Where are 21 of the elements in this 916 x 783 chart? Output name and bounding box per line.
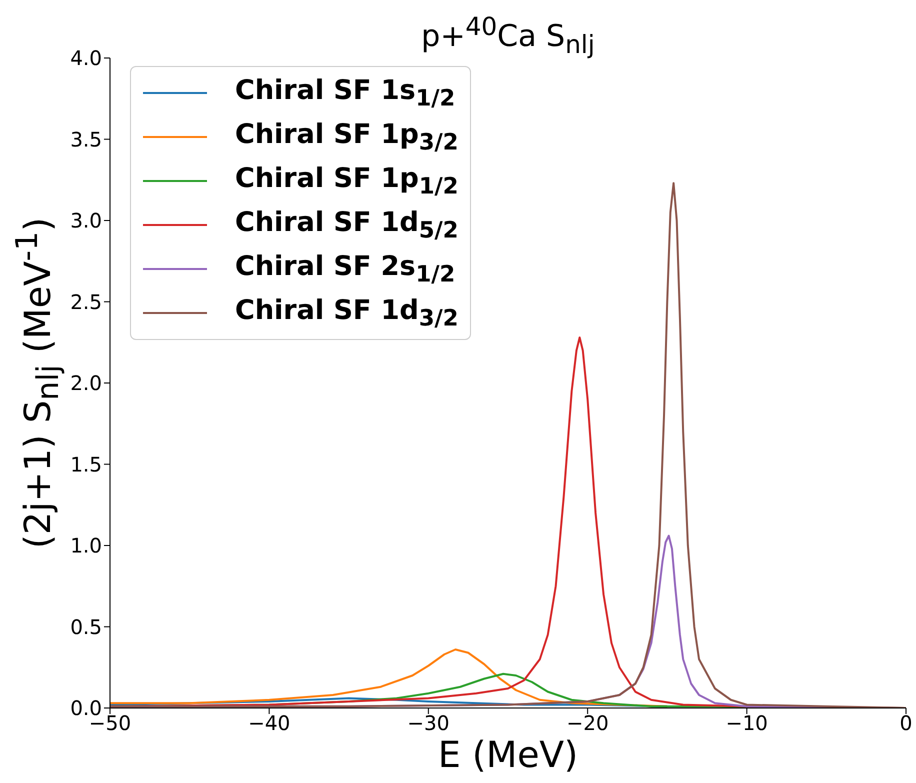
x-axis-title: E (MeV) (438, 735, 578, 776)
x-tick-label: −30 (407, 711, 450, 736)
legend-label: Chiral SF 1s$_{1/2}$ (235, 74, 456, 112)
y-tick-label: 2.5 (70, 290, 102, 314)
y-tick-label: 4.0 (70, 46, 102, 70)
legend-label: Chiral SF 1d$_{5/2}$ (235, 206, 458, 244)
chart-title: p+$^{40}$Ca S$_{nlj}$ (421, 12, 595, 59)
y-tick-label: 3.0 (70, 208, 102, 233)
y-tick-label: 3.5 (70, 127, 102, 152)
y-tick-label: 1.0 (70, 534, 102, 558)
y-tick-label: 0.5 (70, 614, 102, 639)
x-tick-label: −20 (566, 711, 609, 736)
y-tick-label: 2.0 (70, 371, 102, 396)
x-tick-label: 0 (900, 711, 912, 736)
legend-label: Chiral SF 1d$_{3/2}$ (235, 294, 458, 332)
legend-label: Chiral SF 1p$_{1/2}$ (235, 162, 458, 200)
legend-label: Chiral SF 2s$_{1/2}$ (235, 250, 456, 288)
x-tick-label: −10 (726, 711, 768, 736)
x-tick-label: −40 (248, 711, 290, 736)
legend-label: Chiral SF 1p$_{3/2}$ (235, 118, 458, 156)
y-tick-label: 1.5 (70, 452, 102, 476)
